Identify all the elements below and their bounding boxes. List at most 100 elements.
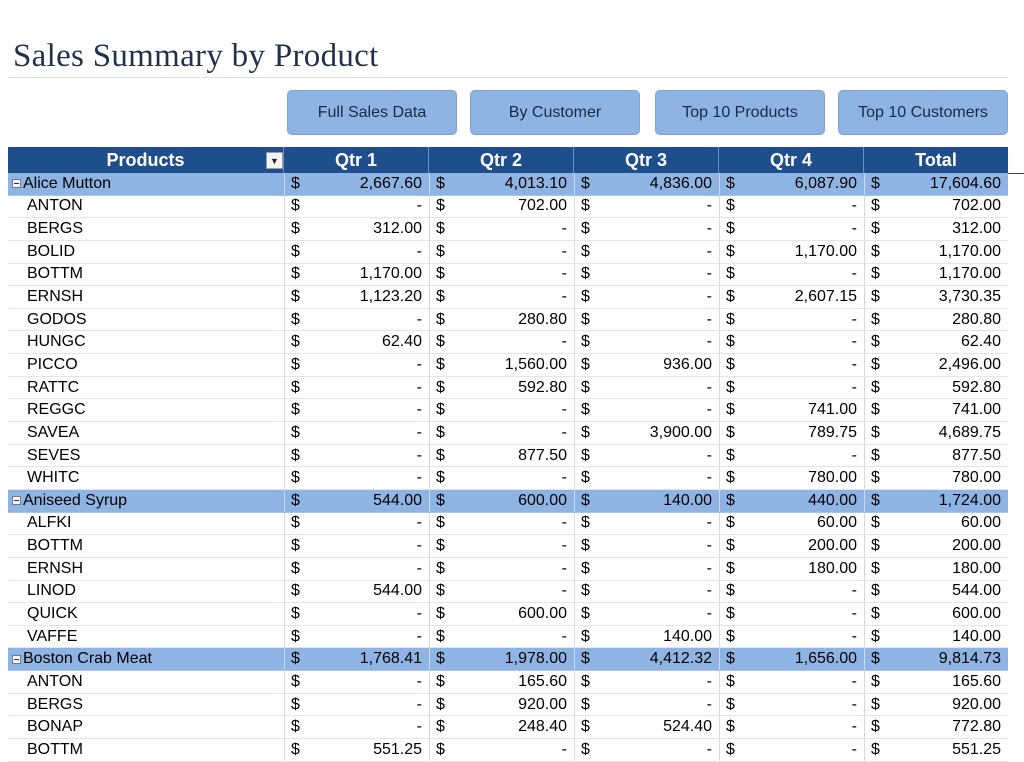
total-cell[interactable]: $592.80: [864, 376, 1008, 399]
qtr-1-cell[interactable]: $ -: [284, 671, 429, 693]
qtr-1-cell[interactable]: $551.25: [284, 739, 429, 761]
qtr-1-cell[interactable]: $62.40: [284, 331, 429, 354]
qtr-3-cell[interactable]: $ -: [574, 557, 719, 580]
qtr-1-cell[interactable]: $ -: [284, 399, 429, 422]
customer-row[interactable]: SEVES $ - $877.50 $ - $ - $877.50: [8, 444, 1008, 468]
total-cell[interactable]: $772.80: [864, 716, 1008, 739]
qtr-2-cell[interactable]: $1,560.00: [429, 354, 574, 376]
qtr-3-cell[interactable]: $4,836.00: [574, 173, 719, 195]
total-cell[interactable]: $1,170.00: [864, 240, 1008, 263]
total-cell[interactable]: $17,604.60: [864, 173, 1008, 195]
total-cell[interactable]: $702.00: [864, 195, 1008, 218]
customer-row[interactable]: ERNSH $ - $ - $ - $180.00 $180.00: [8, 557, 1008, 581]
qtr-4-cell[interactable]: $741.00: [719, 399, 864, 422]
product-group-row[interactable]: Boston Crab Meat $1,768.41 $1,978.00 $4,412…: [8, 648, 1008, 672]
customer-row[interactable]: BERGS $312.00 $ - $ - $ - $312.00: [8, 218, 1008, 241]
total-cell[interactable]: $3,730.35: [864, 286, 1008, 308]
product-cell[interactable]: ANTON: [8, 671, 284, 693]
qtr-2-cell[interactable]: $ -: [429, 422, 574, 444]
qtr-3-cell[interactable]: $ -: [574, 693, 719, 716]
qtr-1-cell[interactable]: $1,123.20: [284, 286, 429, 308]
filter-dropdown-icon[interactable]: ▼: [266, 152, 283, 169]
qtr-1-cell[interactable]: $1,768.41: [284, 648, 429, 671]
product-group-row[interactable]: Alice Mutton $2,667.60 $4,013.10 $4,836.00 $…: [8, 173, 1008, 196]
qtr-1-cell[interactable]: $ -: [284, 467, 429, 489]
product-cell[interactable]: BERGS: [8, 694, 284, 716]
qtr-1-cell[interactable]: $ -: [284, 354, 429, 376]
total-cell[interactable]: $180.00: [864, 557, 1008, 580]
qtr-4-cell[interactable]: $ -: [719, 739, 864, 761]
qtr-2-cell[interactable]: $165.60: [429, 671, 574, 693]
qtr-4-cell[interactable]: $ -: [719, 671, 864, 693]
qtr-4-cell[interactable]: $ -: [719, 580, 864, 603]
qtr-2-cell[interactable]: $ -: [429, 331, 574, 354]
qtr-4-cell[interactable]: $ -: [719, 331, 864, 354]
total-cell[interactable]: $877.50: [864, 444, 1008, 467]
qtr-2-cell[interactable]: $ -: [429, 240, 574, 263]
product-cell[interactable]: Boston Crab Meat: [8, 648, 284, 670]
customer-row[interactable]: QUICK $ - $600.00 $ - $ - $600.00: [8, 603, 1008, 626]
qtr-4-cell[interactable]: $200.00: [719, 535, 864, 557]
total-cell[interactable]: $2,496.00: [864, 354, 1008, 376]
total-cell[interactable]: $60.00: [864, 512, 1008, 535]
qtr-1-cell[interactable]: $312.00: [284, 218, 429, 240]
qtr-1-cell[interactable]: $544.00: [284, 580, 429, 603]
product-cell[interactable]: ALFKI: [8, 513, 284, 535]
qtr-3-cell[interactable]: $ -: [574, 512, 719, 535]
qtr-3-cell[interactable]: $ -: [574, 580, 719, 603]
qtr-4-cell[interactable]: $ -: [719, 354, 864, 376]
qtr-3-cell[interactable]: $ -: [574, 376, 719, 399]
customer-row[interactable]: ALFKI $ - $ - $ - $60.00 $60.00: [8, 512, 1008, 536]
qtr-4-cell[interactable]: $ -: [719, 625, 864, 648]
customer-row[interactable]: WHITC $ - $ - $ - $780.00 $780.00: [8, 467, 1008, 490]
product-cell[interactable]: SAVEA: [8, 422, 284, 444]
customer-row[interactable]: BOTTM $551.25 $ - $ - $ - $551.25: [8, 739, 1008, 762]
qtr-3-cell[interactable]: $140.00: [574, 489, 719, 512]
qtr-1-cell[interactable]: $ -: [284, 444, 429, 467]
qtr-3-cell[interactable]: $ -: [574, 240, 719, 263]
qtr-3-cell[interactable]: $ -: [574, 331, 719, 354]
customer-row[interactable]: GODOS $ - $280.80 $ - $ - $280.80: [8, 308, 1008, 332]
qtr-1-cell[interactable]: $ -: [284, 603, 429, 625]
product-cell[interactable]: PICCO: [8, 354, 284, 376]
product-cell[interactable]: ANTON: [8, 196, 284, 218]
total-cell[interactable]: $551.25: [864, 739, 1008, 761]
product-cell[interactable]: REGGC: [8, 399, 284, 421]
qtr-3-cell[interactable]: $3,900.00: [574, 422, 719, 444]
qtr-3-cell[interactable]: $ -: [574, 671, 719, 693]
product-cell[interactable]: BERGS: [8, 218, 284, 240]
qtr-2-cell[interactable]: $ -: [429, 467, 574, 489]
qtr-1-cell[interactable]: $ -: [284, 195, 429, 218]
total-cell[interactable]: $280.80: [864, 308, 1008, 331]
customer-row[interactable]: PICCO $ - $1,560.00 $936.00 $ - $2,496.00: [8, 354, 1008, 377]
total-cell[interactable]: $312.00: [864, 218, 1008, 240]
qtr-2-cell[interactable]: $877.50: [429, 444, 574, 467]
qtr-2-cell[interactable]: $ -: [429, 625, 574, 648]
total-cell[interactable]: $1,170.00: [864, 263, 1008, 286]
collapse-icon[interactable]: [12, 179, 21, 189]
customer-row[interactable]: RATTC $ - $592.80 $ - $ - $592.80: [8, 376, 1008, 400]
qtr-4-cell[interactable]: $ -: [719, 603, 864, 625]
qtr-2-cell[interactable]: $ -: [429, 399, 574, 422]
total-cell[interactable]: $920.00: [864, 693, 1008, 716]
total-cell[interactable]: $200.00: [864, 535, 1008, 557]
customer-row[interactable]: SAVEA $ - $ - $3,900.00 $789.75 $4,689.75: [8, 422, 1008, 445]
qtr-1-cell[interactable]: $ -: [284, 422, 429, 444]
total-cell[interactable]: $1,724.00: [864, 489, 1008, 512]
full-sales-data-button[interactable]: Full Sales Data: [287, 90, 457, 135]
customer-row[interactable]: BOTTM $ - $ - $ - $200.00 $200.00: [8, 535, 1008, 558]
product-group-row[interactable]: Aniseed Syrup $544.00 $600.00 $140.00 $440.0…: [8, 489, 1008, 513]
customer-row[interactable]: ANTON $ - $165.60 $ - $ - $165.60: [8, 671, 1008, 694]
qtr-4-cell[interactable]: $ -: [719, 693, 864, 716]
qtr-4-cell[interactable]: $60.00: [719, 512, 864, 535]
qtr-4-cell[interactable]: $2,607.15: [719, 286, 864, 308]
qtr-3-cell[interactable]: $ -: [574, 286, 719, 308]
qtr-3-cell[interactable]: $ -: [574, 467, 719, 489]
qtr-4-cell[interactable]: $ -: [719, 716, 864, 739]
product-cell[interactable]: BOTTM: [8, 264, 284, 286]
qtr-3-cell[interactable]: $ -: [574, 603, 719, 625]
qtr-3-cell[interactable]: $ -: [574, 399, 719, 422]
qtr-1-cell[interactable]: $ -: [284, 376, 429, 399]
qtr-1-cell[interactable]: $1,170.00: [284, 263, 429, 286]
qtr-2-cell[interactable]: $600.00: [429, 489, 574, 512]
